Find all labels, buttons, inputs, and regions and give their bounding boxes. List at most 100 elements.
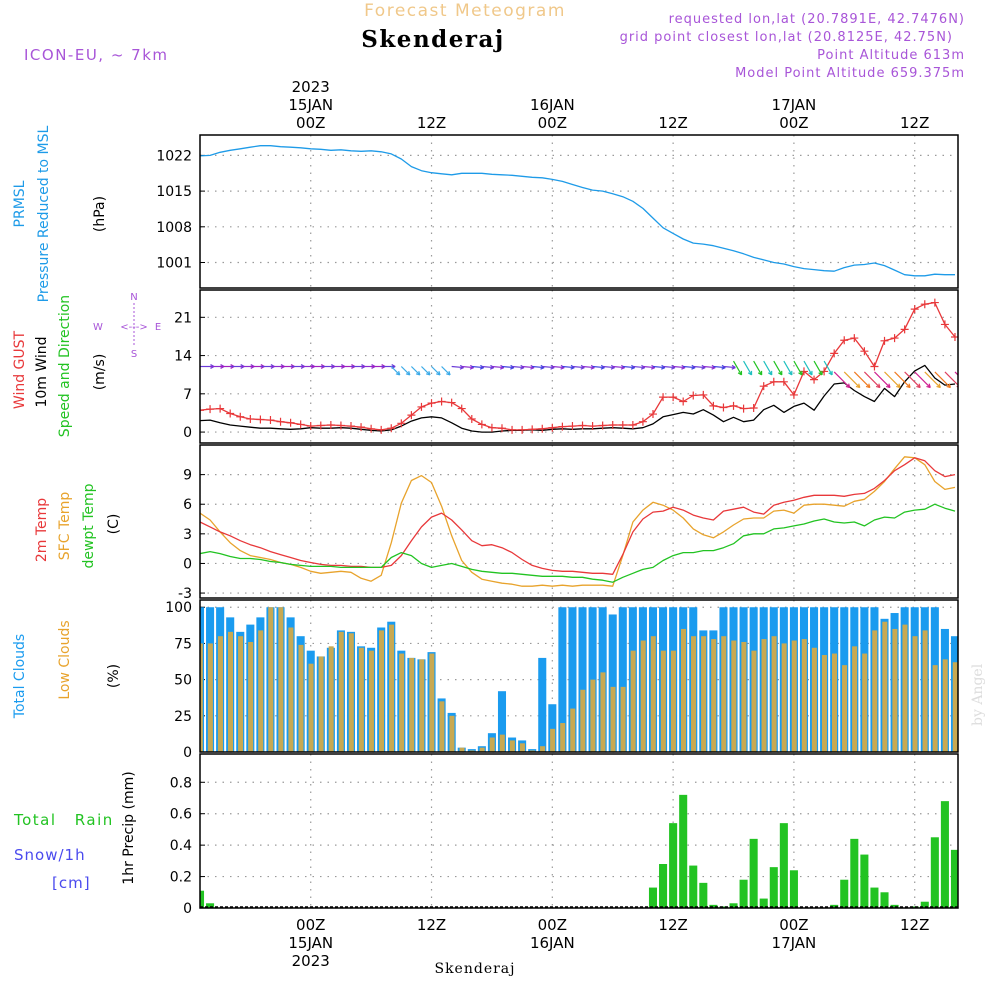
gust-marker <box>296 420 305 429</box>
low-clouds-bar <box>711 639 717 752</box>
wind-arrow <box>522 365 535 369</box>
wind-speed-line <box>200 364 956 433</box>
rain-bar <box>880 892 889 908</box>
gust-marker <box>689 391 698 400</box>
gust-marker <box>930 298 939 307</box>
wind-arrow <box>512 365 525 369</box>
low-clouds-bar <box>680 628 687 752</box>
gust-marker <box>789 390 798 399</box>
gust-marker <box>256 415 265 424</box>
wind-arrow <box>894 371 911 388</box>
panel-border <box>199 753 959 909</box>
rain-bar <box>840 879 849 908</box>
compass-south: S <box>131 349 137 360</box>
rain-bar <box>910 906 919 908</box>
low-clouds-bar <box>207 643 213 752</box>
top-year-label: 2023 <box>292 78 330 96</box>
low-clouds-bar <box>328 646 334 752</box>
compass-icon: N S W E <---> <box>93 292 161 360</box>
low-clouds-bar <box>550 728 556 752</box>
gust-marker <box>598 421 607 430</box>
bottom-tick-label: 12Z <box>658 916 687 934</box>
wind-arrow-head <box>936 383 941 389</box>
wind-arrow <box>612 365 625 369</box>
low-clouds-bar <box>540 746 546 752</box>
gust-marker <box>326 420 335 429</box>
wind-unit-label: (m/s) <box>92 354 108 391</box>
gust-marker <box>336 421 345 430</box>
low-clouds-bar <box>590 679 596 752</box>
low-clouds-bar <box>348 633 354 752</box>
rain-bar <box>779 823 788 908</box>
gust-marker <box>588 422 597 431</box>
wind-arrow-head <box>788 370 793 376</box>
wind-arrow-head <box>767 370 773 376</box>
gust-marker <box>850 334 859 343</box>
gust-marker <box>779 377 788 386</box>
bottom-date-label: 16JAN <box>530 934 575 952</box>
gust-marker <box>528 425 537 434</box>
compass-west: W <box>93 322 103 333</box>
wind-arrow <box>934 371 951 388</box>
clouds-unit-label: (%) <box>106 664 122 688</box>
wind-arrow <box>904 371 921 388</box>
rain-bar <box>719 906 728 908</box>
rain-bar <box>669 823 678 908</box>
gust-marker <box>427 399 436 408</box>
low-clouds-bar <box>902 624 908 752</box>
gust-marker <box>538 424 547 433</box>
wind-arrow <box>572 365 585 369</box>
y-tick-label: 0 <box>183 425 192 441</box>
bottom-year-label: 2023 <box>292 952 330 970</box>
low-clouds-bar <box>389 624 395 752</box>
y-tick-label: 1022 <box>156 148 192 164</box>
panel-plot-area <box>200 794 958 908</box>
low-clouds-bar <box>358 647 364 752</box>
wind-arrow <box>793 360 803 376</box>
bottom-tick-label: 00Z <box>779 916 808 934</box>
gust-marker <box>860 347 869 356</box>
clouds-labels: Total Clouds Low Clouds (%) <box>12 620 122 719</box>
low-clouds-bar <box>560 723 566 752</box>
wind-arrow-head <box>808 370 813 376</box>
gust-marker <box>306 422 315 431</box>
low-clouds-bar <box>200 643 203 752</box>
wind-arrow <box>924 371 941 388</box>
y-tick-label: 75 <box>174 636 192 652</box>
wind-arrow <box>843 371 861 388</box>
rain-bar <box>729 903 738 908</box>
low-clouds-bar <box>640 640 646 752</box>
gust-marker <box>618 420 627 429</box>
gust-marker <box>367 424 376 433</box>
compass-north: N <box>130 292 137 303</box>
gust-marker <box>739 404 748 413</box>
wind-labels: Wind GUST 10m Wind Speed and Direction (… <box>12 292 161 437</box>
top-date-label: 17JAN <box>772 96 817 114</box>
wind-arrow-head <box>778 370 783 376</box>
gust-marker <box>276 417 285 426</box>
wind-arrow-head <box>395 370 401 376</box>
wind-arrow-head <box>818 370 823 376</box>
low-clouds-bar <box>650 636 656 752</box>
low-clouds-bar <box>227 631 234 752</box>
temperature-panel: -3 0 3 6 9 <box>178 444 959 602</box>
y-tick-label: 6 <box>183 497 192 513</box>
wind-arrow <box>431 366 441 376</box>
top-tick-label: 12Z <box>900 114 929 132</box>
gust-marker <box>638 417 647 426</box>
wind-arrow-head <box>405 370 411 376</box>
model-altitude: Model Point Altitude 659.375m <box>735 66 965 81</box>
snow-unit-label: [cm] <box>52 874 91 892</box>
gust-marker <box>679 397 688 406</box>
y-tick-label: 0.4 <box>170 838 192 854</box>
gust-marker <box>548 423 557 432</box>
low-clouds-bar <box>509 740 515 752</box>
pressure-panel: 1001 1008 1015 1022 <box>156 134 959 289</box>
low-clouds-bar <box>721 636 727 752</box>
wind-arrow <box>441 366 451 376</box>
temp2m-label: 2m Temp <box>34 498 50 562</box>
gust-marker <box>200 406 204 415</box>
low-clouds-bar <box>268 607 274 752</box>
credit-watermark: by Angel <box>970 663 986 726</box>
